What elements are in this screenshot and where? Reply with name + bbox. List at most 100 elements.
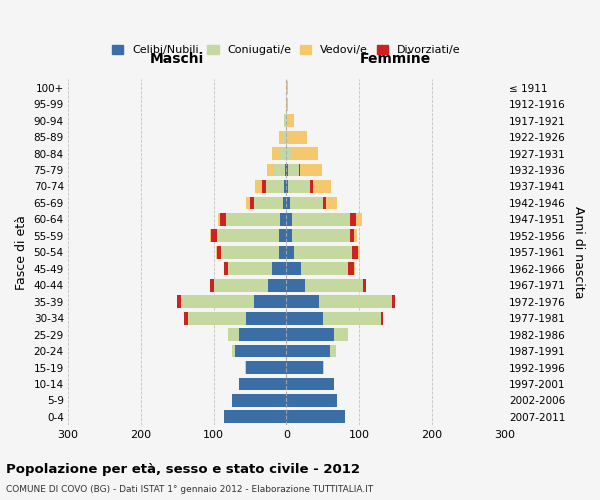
Bar bbox=[286, 262, 301, 275]
Bar bbox=[283, 130, 286, 143]
Bar bbox=[358, 246, 360, 258]
Bar bbox=[217, 230, 279, 242]
Bar bbox=[224, 410, 286, 424]
Bar bbox=[181, 296, 254, 308]
Bar bbox=[323, 196, 326, 209]
Bar bbox=[280, 147, 286, 160]
Bar bbox=[228, 328, 239, 341]
Bar bbox=[218, 213, 220, 226]
Bar bbox=[232, 394, 286, 407]
Bar bbox=[285, 164, 286, 176]
Bar bbox=[326, 196, 337, 209]
Bar bbox=[184, 312, 188, 324]
Bar bbox=[288, 180, 310, 193]
Bar bbox=[286, 279, 305, 291]
Bar bbox=[286, 147, 292, 160]
Bar bbox=[235, 344, 286, 358]
Bar bbox=[246, 361, 286, 374]
Bar bbox=[272, 147, 280, 160]
Bar bbox=[279, 130, 283, 143]
Text: Popolazione per età, sesso e stato civile - 2012: Popolazione per età, sesso e stato civil… bbox=[6, 462, 360, 475]
Bar bbox=[188, 312, 246, 324]
Bar bbox=[292, 230, 350, 242]
Bar bbox=[254, 296, 286, 308]
Bar bbox=[305, 279, 363, 291]
Bar bbox=[286, 312, 323, 324]
Bar bbox=[286, 98, 288, 110]
Bar bbox=[246, 312, 286, 324]
Bar bbox=[224, 262, 228, 275]
Bar bbox=[286, 164, 288, 176]
Bar bbox=[300, 164, 322, 176]
Bar bbox=[334, 328, 348, 341]
Bar bbox=[293, 246, 352, 258]
Bar bbox=[313, 180, 331, 193]
Bar bbox=[330, 344, 336, 358]
Bar bbox=[211, 230, 217, 242]
Bar bbox=[286, 196, 290, 209]
Bar bbox=[239, 328, 286, 341]
Bar bbox=[292, 147, 317, 160]
Bar bbox=[319, 296, 392, 308]
Bar bbox=[323, 361, 324, 374]
Bar bbox=[284, 180, 286, 193]
Bar bbox=[348, 262, 354, 275]
Bar bbox=[217, 246, 221, 258]
Bar bbox=[210, 230, 211, 242]
Bar bbox=[286, 328, 334, 341]
Bar bbox=[228, 262, 272, 275]
Bar bbox=[288, 164, 299, 176]
Bar bbox=[381, 312, 383, 324]
Bar bbox=[286, 130, 289, 143]
Bar bbox=[246, 196, 250, 209]
Text: COMUNE DI COVO (BG) - Dati ISTAT 1° gennaio 2012 - Elaborazione TUTTITALIA.IT: COMUNE DI COVO (BG) - Dati ISTAT 1° genn… bbox=[6, 485, 373, 494]
Bar bbox=[352, 246, 358, 258]
Bar bbox=[310, 180, 313, 193]
Bar bbox=[286, 82, 288, 94]
Bar bbox=[286, 213, 292, 226]
Bar bbox=[177, 296, 181, 308]
Bar bbox=[279, 246, 286, 258]
Bar bbox=[286, 230, 292, 242]
Bar bbox=[286, 180, 288, 193]
Bar bbox=[286, 246, 293, 258]
Bar bbox=[214, 279, 268, 291]
Y-axis label: Fasce di età: Fasce di età bbox=[15, 215, 28, 290]
Bar bbox=[279, 230, 286, 242]
Bar bbox=[350, 230, 354, 242]
Bar bbox=[392, 296, 395, 308]
Y-axis label: Anni di nascita: Anni di nascita bbox=[572, 206, 585, 298]
Bar bbox=[284, 114, 286, 127]
Bar bbox=[354, 230, 357, 242]
Bar bbox=[286, 344, 330, 358]
Bar bbox=[354, 262, 355, 275]
Bar bbox=[262, 180, 266, 193]
Bar bbox=[350, 213, 356, 226]
Bar bbox=[363, 279, 367, 291]
Bar bbox=[301, 262, 348, 275]
Bar bbox=[221, 246, 279, 258]
Bar bbox=[220, 213, 226, 226]
Bar bbox=[239, 378, 286, 390]
Bar bbox=[232, 344, 235, 358]
Bar bbox=[356, 213, 362, 226]
Bar bbox=[288, 114, 293, 127]
Bar bbox=[292, 213, 350, 226]
Bar bbox=[210, 279, 214, 291]
Text: Femmine: Femmine bbox=[360, 52, 431, 66]
Bar bbox=[266, 180, 284, 193]
Bar bbox=[286, 114, 288, 127]
Bar bbox=[286, 296, 319, 308]
Bar bbox=[268, 279, 286, 291]
Bar bbox=[283, 196, 286, 209]
Bar bbox=[286, 361, 323, 374]
Bar bbox=[323, 312, 381, 324]
Bar bbox=[245, 361, 246, 374]
Bar bbox=[286, 378, 334, 390]
Bar bbox=[272, 262, 286, 275]
Legend: Celibi/Nubili, Coniugati/e, Vedovi/e, Divorziati/e: Celibi/Nubili, Coniugati/e, Vedovi/e, Di… bbox=[107, 40, 465, 60]
Bar bbox=[266, 164, 274, 176]
Bar bbox=[286, 410, 344, 424]
Bar bbox=[290, 196, 323, 209]
Bar bbox=[254, 196, 283, 209]
